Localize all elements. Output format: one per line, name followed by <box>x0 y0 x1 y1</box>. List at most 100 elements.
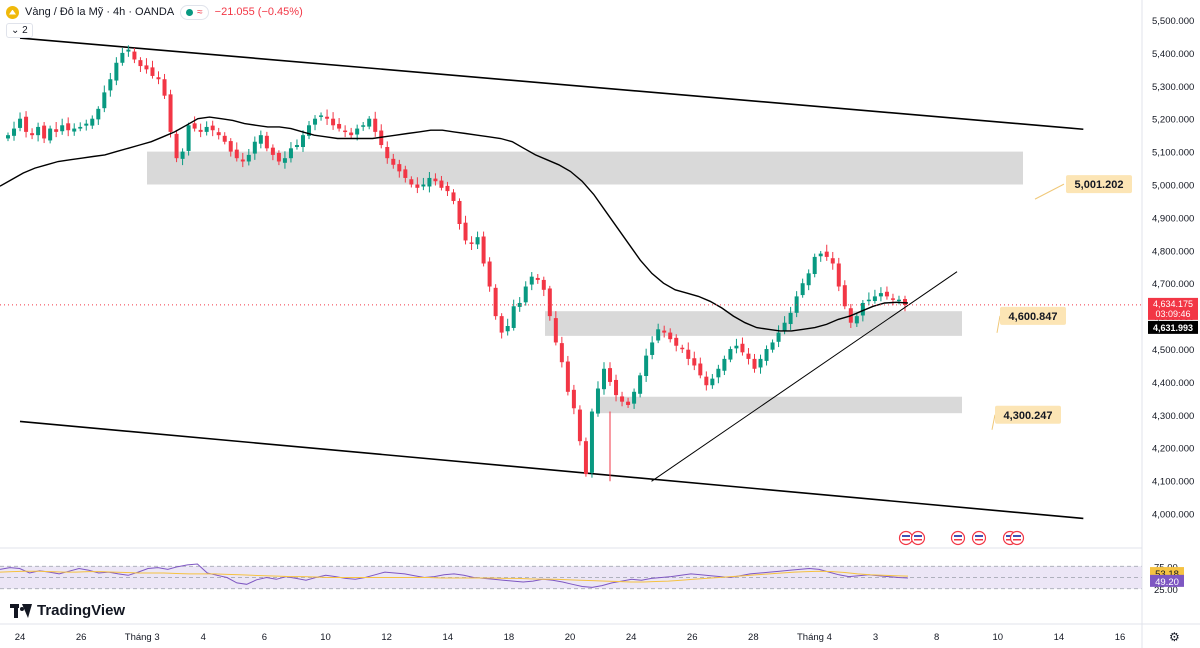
candle-body <box>150 67 155 76</box>
candle-body <box>331 118 336 126</box>
us-flag-icon <box>971 530 987 546</box>
ma-path <box>0 116 909 332</box>
annotation-box <box>1066 175 1132 194</box>
candle-body <box>78 126 83 129</box>
candle-body <box>499 316 504 333</box>
candle-body <box>90 118 95 126</box>
candle-body <box>192 123 197 129</box>
countdown-label: 03:09:46 <box>1155 309 1190 319</box>
candle-body <box>114 62 119 81</box>
candle-body <box>517 302 522 307</box>
candle-body <box>662 330 667 333</box>
candle-body <box>903 299 907 305</box>
y-tick-label: 4,000.000 <box>1152 510 1194 521</box>
candle-body <box>385 147 390 159</box>
us-flag-icon <box>975 539 983 541</box>
gear-icon[interactable]: ⚙ <box>1169 630 1180 644</box>
candle-body <box>162 79 167 96</box>
candle-body <box>168 94 173 132</box>
candle-body <box>716 368 721 378</box>
candle-body <box>686 349 691 359</box>
x-tick-label: 8 <box>934 632 939 643</box>
candle-body <box>421 184 426 187</box>
candle-body <box>812 256 817 275</box>
candle-body <box>547 288 552 317</box>
candle-body <box>294 145 299 148</box>
candle-body <box>692 358 697 366</box>
y-tick-label: 4,300.000 <box>1152 411 1194 422</box>
candle-body <box>656 329 661 341</box>
candle-body <box>246 154 251 162</box>
us-flag-icon <box>902 535 910 537</box>
candle-body <box>451 192 456 201</box>
y-tick-label: 5,000.000 <box>1152 181 1194 192</box>
candle-body <box>186 125 191 151</box>
candle-body <box>806 273 811 286</box>
candle-body <box>156 77 161 80</box>
price-axis[interactable]: 5,500.000 5,400.000 5,300.000 5,200.000 5,10… <box>1148 16 1198 596</box>
y-tick-label: 4,500.000 <box>1152 345 1194 356</box>
candle-body <box>620 396 625 402</box>
y-tick-label: 5,400.000 <box>1152 49 1194 60</box>
annotation-leader <box>996 315 1001 333</box>
candle-body <box>415 184 420 188</box>
candle-body <box>800 283 805 296</box>
y-tick-label: 5,300.000 <box>1152 82 1194 93</box>
status-pill[interactable]: ≈ <box>180 4 209 20</box>
candle-body <box>553 318 558 343</box>
candle-body <box>782 322 787 331</box>
candle-body <box>439 180 444 188</box>
rsi-value-tag <box>1150 574 1184 587</box>
candle-body <box>559 343 564 363</box>
candle-body <box>644 355 649 377</box>
y-tick-label: 5,200.000 <box>1152 115 1194 126</box>
candle-body <box>132 51 137 60</box>
x-tick-label: 20 <box>565 632 576 643</box>
candle-body <box>770 342 775 350</box>
candle-body <box>252 141 257 154</box>
candle-body <box>349 132 354 136</box>
candle-body <box>704 376 709 386</box>
symbol-header[interactable]: Vàng / Đô la Mỹ · 4h · OANDA ≈ −21.055 (… <box>6 4 303 20</box>
candle-body <box>626 401 631 405</box>
rsi-value-label: 49.20 <box>1155 577 1179 588</box>
candle-body <box>144 65 149 70</box>
candle-body <box>138 60 143 67</box>
candle-body <box>36 126 41 136</box>
trendline-path <box>651 271 958 482</box>
us-flag-icon <box>1013 539 1021 541</box>
us-flag-icon <box>1006 535 1014 537</box>
moving-average-line <box>0 116 909 332</box>
candle-body <box>866 299 871 302</box>
candle-body <box>487 261 492 287</box>
candle-body <box>493 287 498 317</box>
indicator-collapse-button[interactable]: ⌄ 2 <box>6 23 33 38</box>
x-tick-label: 10 <box>992 632 1003 643</box>
trend-line <box>651 271 958 482</box>
us-flag-icon <box>950 530 966 546</box>
candle-body <box>746 353 751 359</box>
candle-body <box>469 242 474 244</box>
channel-upper-line <box>19 37 1084 131</box>
y-tick-label: 4,900.000 <box>1152 213 1194 224</box>
x-tick-label: 6 <box>262 632 267 643</box>
candle-body <box>523 286 528 303</box>
candle-body <box>240 159 245 162</box>
annotation-box <box>995 405 1061 424</box>
candle-body <box>216 132 221 136</box>
tradingview-logo-icon <box>10 603 32 618</box>
candle-body <box>409 179 414 185</box>
us-flag-icon <box>975 535 983 537</box>
candle-body <box>337 123 342 129</box>
rsi-ma-line <box>0 570 909 583</box>
candle-body <box>698 363 703 376</box>
candle-body <box>818 253 823 257</box>
x-tick-label: 18 <box>504 632 515 643</box>
candle-body <box>608 368 613 382</box>
candle-body <box>427 177 432 187</box>
candle-body <box>307 125 312 136</box>
candle-body <box>722 358 727 371</box>
candle-body <box>174 133 179 159</box>
